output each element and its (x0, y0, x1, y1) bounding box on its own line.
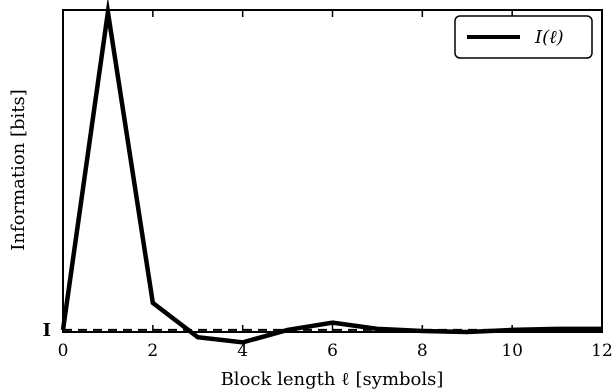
x-tick-label: 2 (147, 341, 158, 361)
x-tick-label: 12 (591, 341, 613, 361)
x-tick-label: 6 (327, 341, 338, 361)
x-tick-label: 0 (58, 341, 69, 361)
legend-label: I(ℓ) (534, 27, 564, 48)
legend: I(ℓ) (454, 15, 593, 59)
series-line (60, 0, 602, 345)
reference-line-label: I (43, 320, 51, 341)
x-tick-label: 8 (417, 341, 428, 361)
legend-box (454, 15, 593, 59)
x-axis-label: Block length ℓ [symbols] (221, 369, 444, 390)
plot-frame (62, 9, 603, 333)
x-tick-label: 4 (237, 341, 248, 361)
plot-area: I0 2 4 6 8 10 12 (43, 0, 613, 361)
x-tick-label: 10 (501, 341, 523, 361)
y-axis-label: Information [bits] (8, 89, 29, 251)
